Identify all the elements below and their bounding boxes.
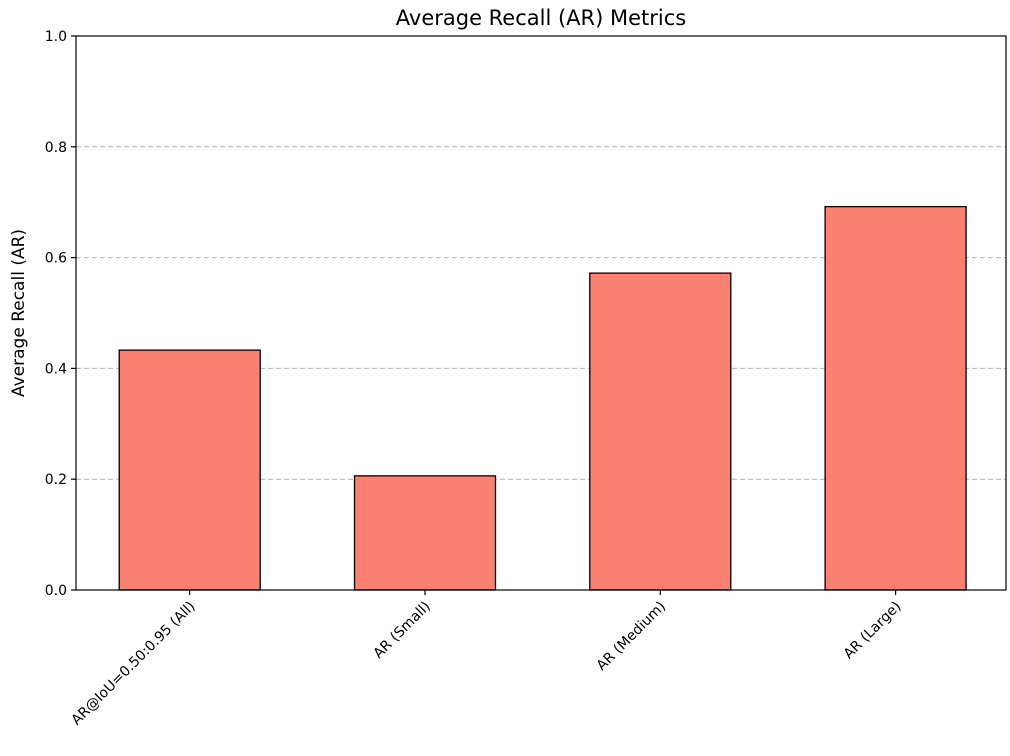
y-tick-label: 0.6 [45,251,67,267]
y-tick-label: 0.4 [45,361,67,377]
y-axis-ticks: 0.0 0.2 0.4 0.6 0.8 1.0 [45,29,76,599]
y-tick-label: 1.0 [45,29,67,45]
x-tick-label: AR@IoU=0.50:0.95 (All) [69,599,199,729]
y-axis-label: Average Recall (AR) [9,229,29,397]
y-tick-label: 0.2 [45,472,67,488]
y-tick-label: 0.8 [45,140,67,156]
x-axis-ticks: AR@IoU=0.50:0.95 (All) AR (Small) AR (Medi… [69,590,905,729]
x-tick-label: AR (Large) [841,599,905,663]
y-tick-label: 0.0 [45,583,67,599]
x-tick-label: AR (Small) [370,599,433,662]
bar [353,475,497,591]
bar [118,349,261,591]
bars [118,205,967,591]
bar [824,205,967,591]
bar [589,272,732,591]
chart-title: Average Recall (AR) Metrics [396,6,686,30]
x-tick-label: AR (Medium) [594,599,669,674]
plot-frame [75,35,1007,591]
